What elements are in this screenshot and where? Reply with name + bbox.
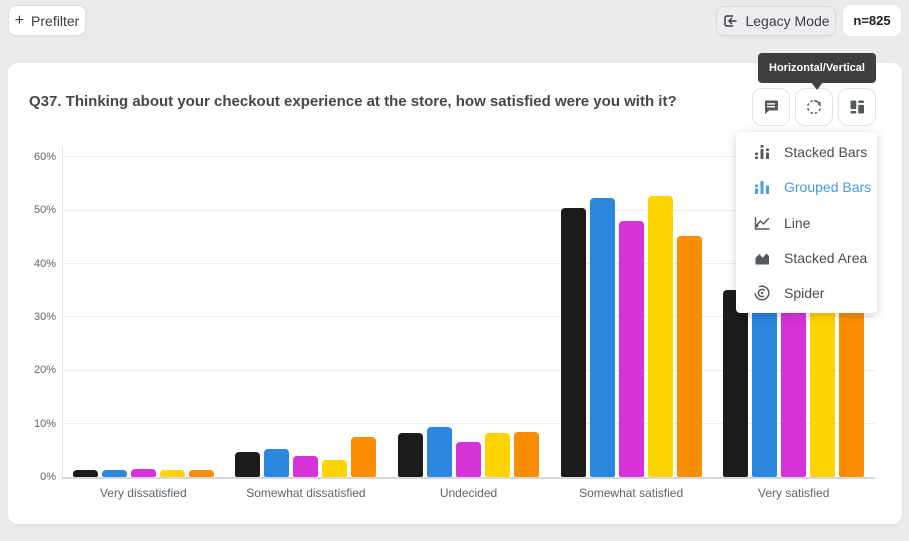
y-axis-tick-label: 20% <box>33 364 56 377</box>
legacy-mode-icon <box>722 13 738 29</box>
bar-black-5[interactable] <box>723 290 749 478</box>
grouped-bars-icon <box>753 178 771 196</box>
category-label: Very dissatisfied <box>99 486 187 500</box>
menu-item-grouped-bars[interactable]: Grouped Bars <box>736 169 877 204</box>
spider-chart-icon <box>753 284 771 302</box>
gridline <box>62 369 875 371</box>
category-label: Somewhat dissatisfied <box>246 486 366 500</box>
bar-yellow-4[interactable] <box>647 195 673 478</box>
bar-yellow-5[interactable] <box>810 297 836 478</box>
category-label: Very satisfied <box>758 486 830 500</box>
rotate-orientation-button[interactable] <box>795 88 833 126</box>
y-axis-tick-label: 50% <box>33 204 56 217</box>
category-label: Somewhat satisfied <box>579 486 684 500</box>
bar-orange-5[interactable] <box>839 303 865 478</box>
bar-yellow-3[interactable] <box>485 433 510 478</box>
stacked-bars-icon <box>753 143 771 161</box>
bar-blue-4[interactable] <box>589 197 615 478</box>
rotate-icon <box>805 98 823 116</box>
y-axis-tick-label: 30% <box>33 310 56 323</box>
y-axis-tick-label: 0% <box>40 471 56 484</box>
bar-orange-1[interactable] <box>188 470 214 478</box>
legacy-mode-button[interactable]: Legacy Mode <box>716 6 836 36</box>
comment-icon <box>762 98 780 116</box>
y-axis-tick-label: 10% <box>33 417 56 430</box>
menu-item-stacked-area[interactable]: Stacked Area <box>736 240 877 275</box>
bar-orange-4[interactable] <box>676 235 702 478</box>
menu-item-stacked-bars[interactable]: Stacked Bars <box>736 134 877 169</box>
y-axis-line <box>62 146 63 478</box>
bar-yellow-2[interactable] <box>322 459 348 478</box>
prefilter-label: Prefilter <box>31 12 80 29</box>
prefilter-button[interactable]: + Prefilter <box>8 5 86 36</box>
menu-item-label: Stacked Bars <box>784 143 868 160</box>
sample-size-badge: n=825 <box>843 5 901 36</box>
bar-blue-1[interactable] <box>101 470 127 478</box>
bar-magenta-5[interactable] <box>781 299 807 478</box>
bar-magenta-1[interactable] <box>130 468 156 478</box>
bar-black-4[interactable] <box>560 207 586 478</box>
bar-orange-3[interactable] <box>514 432 539 478</box>
question-title: Q37. Thinking about your checkout experi… <box>29 93 677 110</box>
gridline <box>62 209 875 211</box>
dashboard-icon <box>848 98 866 116</box>
gridline <box>62 156 875 158</box>
bar-blue-2[interactable] <box>264 448 290 478</box>
menu-item-label: Spider <box>784 285 825 302</box>
bar-magenta-2[interactable] <box>293 456 319 478</box>
stacked-area-icon <box>753 249 771 267</box>
orientation-tooltip: Horizontal/Vertical <box>758 53 876 83</box>
bar-black-2[interactable] <box>235 451 261 478</box>
bar-magenta-3[interactable] <box>456 442 481 478</box>
comment-button[interactable] <box>752 88 790 126</box>
menu-item-label: Stacked Area <box>784 249 868 266</box>
bar-orange-2[interactable] <box>351 437 377 478</box>
tooltip-caret <box>811 82 823 90</box>
category-label: Undecided <box>439 486 498 500</box>
x-axis-baseline <box>62 477 875 480</box>
line-chart-icon <box>753 214 771 232</box>
chart-type-menu: Stacked Bars Grouped Bars Line Stacked A… <box>736 132 877 313</box>
gridline <box>62 316 875 318</box>
gridline <box>62 423 875 425</box>
bar-yellow-1[interactable] <box>159 469 185 478</box>
dashboard-button[interactable] <box>838 88 876 126</box>
bar-black-3[interactable] <box>398 433 423 478</box>
menu-item-spider[interactable]: Spider <box>736 276 877 311</box>
legacy-mode-label: Legacy Mode <box>745 13 830 29</box>
bar-magenta-4[interactable] <box>618 221 644 478</box>
menu-item-label: Grouped Bars <box>784 179 872 196</box>
menu-item-label: Line <box>784 214 811 231</box>
gridline <box>62 263 875 264</box>
bar-blue-5[interactable] <box>752 295 778 478</box>
bar-blue-3[interactable] <box>427 427 452 478</box>
bar-black-1[interactable] <box>72 469 98 478</box>
menu-item-line[interactable]: Line <box>736 205 877 240</box>
y-axis-tick-label: 40% <box>33 257 56 270</box>
plus-icon: + <box>14 11 25 29</box>
y-axis-tick-label: 60% <box>33 150 56 163</box>
